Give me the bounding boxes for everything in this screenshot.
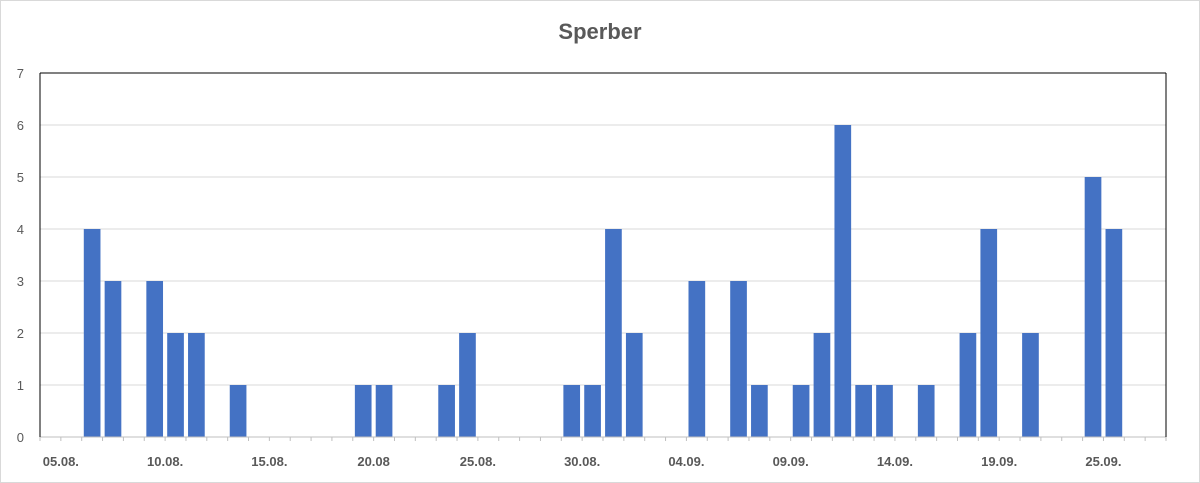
y-tick-label: 7: [17, 66, 24, 81]
x-tick-label: 04.09.: [668, 454, 704, 469]
bar-20.08.: [354, 385, 372, 437]
y-tick-label: 0: [17, 430, 24, 445]
bar-25.08.: [459, 333, 476, 437]
bar-02.09.: [625, 333, 643, 437]
x-tick-label: 10.08.: [147, 454, 183, 469]
bar-21.09.: [1022, 333, 1039, 437]
bar-01.09.: [605, 229, 622, 437]
y-tick-label: 3: [17, 274, 24, 289]
x-tick-label: 25.08.: [460, 454, 496, 469]
bar-13.09.: [855, 385, 872, 437]
bar-14.08.: [229, 385, 247, 437]
bars: [83, 125, 1123, 437]
x-tick-label: 09.09.: [773, 454, 809, 469]
bar-12.08.: [188, 333, 205, 437]
x-tick-label: 25.09.: [1085, 454, 1121, 469]
tick-labels: 0 1 2 3 4 5 6 7 05.08. 10.08. 15.08. 20.08 25.08. 30.…: [17, 66, 1122, 469]
x-tick-label: 20.08: [357, 454, 390, 469]
x-tick-label: 19.09.: [981, 454, 1017, 469]
bar-08.08.: [104, 281, 122, 437]
bar-24.09.: [1084, 177, 1102, 437]
y-tick-label: 6: [17, 118, 24, 133]
bar-12.09.: [834, 125, 852, 437]
bar-10.08.: [146, 281, 164, 437]
bar-24.08.: [438, 385, 455, 437]
bar-11.08.: [167, 333, 184, 437]
bar-08.09.: [751, 385, 768, 437]
bar-30.08.: [563, 385, 581, 437]
y-tick-label: 2: [17, 326, 24, 341]
bar-16.09.: [917, 385, 935, 437]
x-tick-label: 15.08.: [251, 454, 287, 469]
bar-25.09.: [1105, 229, 1123, 437]
chart-title: Sperber: [558, 19, 642, 44]
x-tick-label: 30.08.: [564, 454, 600, 469]
bar-07.09.: [730, 281, 747, 437]
x-tick-label: 14.09.: [877, 454, 913, 469]
bar-14.09.: [876, 385, 893, 437]
bar-07.08.: [83, 229, 101, 437]
bar-10.09.: [792, 385, 810, 437]
bar-05.09.: [688, 281, 706, 437]
y-tick-label: 4: [17, 222, 24, 237]
axes: [39, 72, 1167, 441]
bar-19.09.: [980, 229, 998, 437]
bar-21.08.: [375, 385, 393, 437]
y-tick-label: 5: [17, 170, 24, 185]
bar-11.09.: [813, 333, 831, 437]
bar-18.09.: [959, 333, 977, 437]
y-tick-label: 1: [17, 378, 24, 393]
bar-31.08.: [584, 385, 601, 437]
x-tick-label: 05.08.: [43, 454, 79, 469]
